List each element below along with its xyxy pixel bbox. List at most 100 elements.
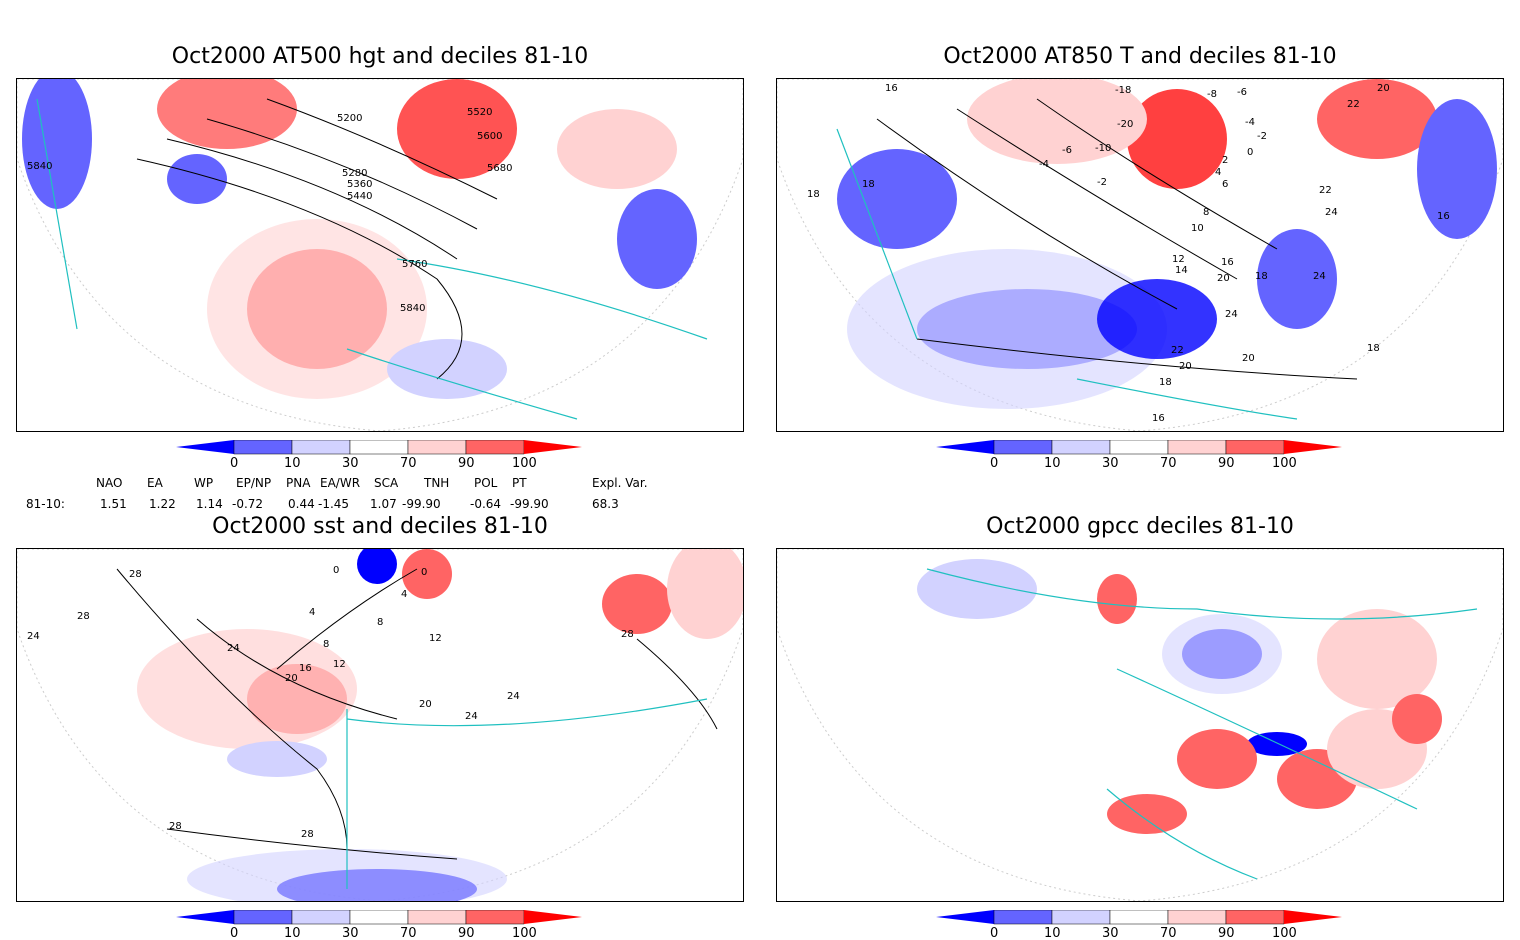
index-header: NAO bbox=[96, 476, 123, 490]
index-header: EP/NP bbox=[236, 476, 272, 490]
colorbar-tick: 90 bbox=[1218, 926, 1235, 940]
index-value: 0.44 bbox=[288, 497, 315, 511]
contour-label: 0 bbox=[333, 565, 339, 576]
colorbar-seg-2 bbox=[291, 440, 351, 455]
contour-label: 5840 bbox=[27, 161, 52, 172]
contour-label: -6 bbox=[1237, 87, 1247, 98]
contour-label: 16 bbox=[299, 663, 312, 674]
contour-label: 20 bbox=[285, 673, 298, 684]
index-value: -0.72 bbox=[232, 497, 264, 511]
contour-label: 20 bbox=[1242, 353, 1255, 364]
contour-label: 16 bbox=[1221, 257, 1234, 268]
contour-label: 12 bbox=[1172, 254, 1185, 265]
contour-label: 20 bbox=[1377, 83, 1390, 94]
contour-label: 24 bbox=[465, 711, 478, 722]
contour-label: 24 bbox=[1225, 309, 1238, 320]
colorbar-tick: 10 bbox=[1044, 456, 1061, 471]
colorbar-tick: 0 bbox=[230, 456, 238, 471]
map-hgt500-svg: 5200 5520 5600 5680 5280 5360 5440 5760 … bbox=[17, 79, 743, 431]
panel-title-2: Oct2000 AT850 T and deciles 81-10 bbox=[943, 44, 1337, 69]
panel-title-1: Oct2000 AT500 hgt and deciles 81-10 bbox=[171, 44, 589, 69]
contour-label: 16 bbox=[885, 83, 898, 94]
contour-label: 6 bbox=[1222, 179, 1228, 190]
contour-label: 18 bbox=[1159, 377, 1172, 388]
colorbar-tick: 30 bbox=[342, 926, 359, 940]
colorbar-tick: 90 bbox=[458, 926, 475, 940]
colorbar-4: 0 10 30 70 90 100 bbox=[936, 910, 1342, 940]
index-value: 1.51 bbox=[100, 497, 127, 511]
contour-label: 8 bbox=[377, 617, 383, 628]
index-header: SCA bbox=[374, 476, 399, 490]
colorbar-tick: 100 bbox=[1272, 926, 1297, 940]
contour-label: 5600 bbox=[477, 131, 502, 142]
colorbar-tick: 90 bbox=[458, 456, 475, 471]
contour-label: 0 bbox=[421, 567, 427, 578]
contour-label: 8 bbox=[1203, 207, 1209, 218]
contour-label: 5520 bbox=[467, 107, 492, 118]
contour-label: 5280 bbox=[342, 168, 367, 179]
index-header: WP bbox=[194, 476, 214, 490]
t850-contour-labels: 16 -18 -8 -6 20 22 -4 -2 18 -20 -10 -6 -… bbox=[807, 83, 1450, 424]
contour-label: 24 bbox=[507, 691, 520, 702]
contour-label: 28 bbox=[129, 569, 142, 580]
contour-label: 18 bbox=[1255, 271, 1268, 282]
map-sst-svg: 28 0 0 4 4 24 28 8 8 12 12 16 20 24 28 2… bbox=[17, 549, 743, 901]
colorbar-tick: 70 bbox=[1160, 456, 1177, 471]
colorbar-1: 0 10 30 70 90 100 bbox=[176, 440, 582, 471]
contour-label: 16 bbox=[1152, 413, 1165, 424]
contour-label: 0 bbox=[1247, 147, 1253, 158]
contour-label: 2 bbox=[1222, 155, 1228, 166]
contour-label: 28 bbox=[301, 829, 314, 840]
colorbar-tick: 30 bbox=[342, 456, 359, 471]
index-header: TNH bbox=[424, 476, 450, 490]
colorbar-tick: 70 bbox=[1160, 926, 1177, 940]
map-t850-svg: 16 -18 -8 -6 20 22 -4 -2 18 -20 -10 -6 -… bbox=[777, 79, 1503, 431]
colorbar-tick: 0 bbox=[990, 926, 998, 940]
colorbar-3: 0 10 30 70 90 100 bbox=[176, 910, 582, 940]
contour-label: 20 bbox=[1217, 273, 1230, 284]
colorbar-tick: 70 bbox=[400, 926, 417, 940]
contour-label: -4 bbox=[1039, 159, 1049, 170]
contour-label: 28 bbox=[77, 611, 90, 622]
colorbar-tick: 0 bbox=[990, 456, 998, 471]
contour-label: 12 bbox=[429, 633, 442, 644]
contour-label: -8 bbox=[1207, 89, 1217, 100]
contour-label: 5440 bbox=[347, 191, 372, 202]
contour-label: 28 bbox=[169, 821, 182, 832]
index-header: PT bbox=[512, 476, 527, 490]
contour-label: 5840 bbox=[400, 303, 425, 314]
contour-label: 12 bbox=[333, 659, 346, 670]
panel-title-4: Oct2000 gpcc deciles 81-10 bbox=[986, 514, 1294, 539]
colorbar-tick: 100 bbox=[512, 926, 537, 940]
colorbar-seg-0 bbox=[176, 440, 234, 454]
map-panel-gpcc bbox=[776, 548, 1504, 902]
contour-label: 4 bbox=[1215, 167, 1221, 178]
index-header: PNA bbox=[286, 476, 311, 490]
colorbar-tick: 10 bbox=[284, 926, 301, 940]
contour-label: 22 bbox=[1319, 185, 1332, 196]
index-value: -99.90 bbox=[510, 497, 549, 511]
contour-label: 5360 bbox=[347, 179, 372, 190]
contour-label: 18 bbox=[862, 179, 875, 190]
colorbar-seg-3 bbox=[349, 440, 409, 455]
contour-label: 4 bbox=[309, 607, 315, 618]
contour-label: 5200 bbox=[337, 113, 362, 124]
contour-label: 22 bbox=[1171, 345, 1184, 356]
index-value: -1.45 bbox=[318, 497, 350, 511]
contour-label: 5760 bbox=[402, 259, 427, 270]
contour-label: 22 bbox=[1347, 99, 1360, 110]
colorbar-tick: 90 bbox=[1218, 456, 1235, 471]
colorbar-tick: 100 bbox=[512, 456, 537, 471]
index-header: EA bbox=[147, 476, 163, 490]
contour-label: 14 bbox=[1175, 265, 1188, 276]
contour-label: -10 bbox=[1095, 143, 1111, 154]
contour-label: -6 bbox=[1062, 145, 1072, 156]
index-value: -0.64 bbox=[470, 497, 502, 511]
contour-label: 28 bbox=[621, 629, 634, 640]
colorbar-tick: 10 bbox=[284, 456, 301, 471]
colorbar-seg-5 bbox=[465, 440, 525, 455]
colorbar-tick: 100 bbox=[1272, 456, 1297, 471]
index-row-label: 81-10: bbox=[26, 497, 65, 511]
colorbar-tick: 0 bbox=[230, 926, 238, 940]
map-panel-t850: 16 -18 -8 -6 20 22 -4 -2 18 -20 -10 -6 -… bbox=[776, 78, 1504, 432]
